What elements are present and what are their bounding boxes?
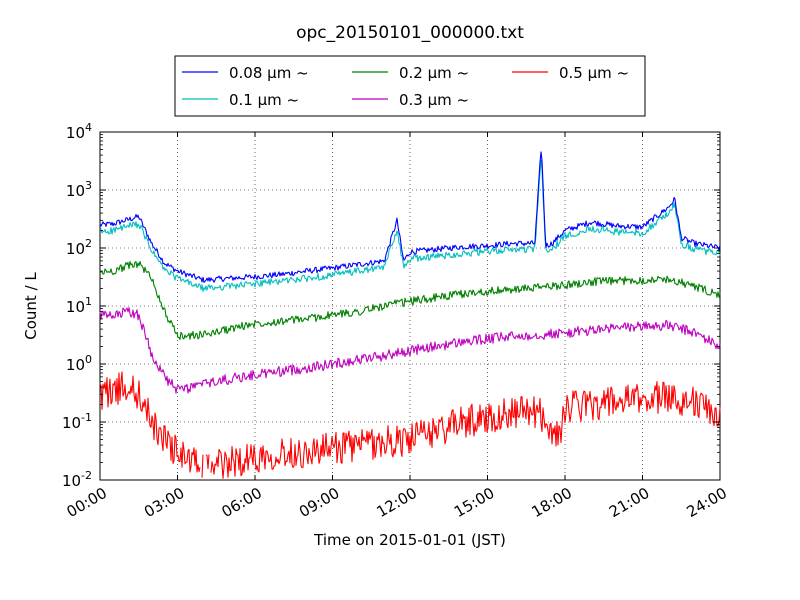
y-tick-label: 101 <box>66 295 92 316</box>
series-lines <box>99 151 721 479</box>
legend: 0.08 μm ~ 0.1 μm ~ 0.2 μm ~ 0.3 μm ~ 0.5 μm … <box>174 55 646 117</box>
series-line-1 <box>99 159 721 292</box>
y-tick-label: 10-1 <box>62 411 92 432</box>
x-tick-label: 24:00 <box>684 484 730 521</box>
legend-label-2: 0.2 μm ~ <box>399 64 469 82</box>
series-line-4 <box>99 371 721 479</box>
y-tick-label: 103 <box>66 179 92 200</box>
y-tick-label: 100 <box>66 353 92 374</box>
series-line-0 <box>99 151 721 283</box>
x-tick-label: 18:00 <box>529 484 575 521</box>
series-line-2 <box>99 260 721 340</box>
x-tick-label: 15:00 <box>451 484 497 521</box>
y-tick-label: 10-2 <box>62 469 92 490</box>
y-tick-label: 102 <box>66 237 92 258</box>
legend-box <box>174 55 646 117</box>
y-axis-label: Count / L <box>22 272 40 340</box>
plot-area: 00:00 03:00 06:00 09:00 12:00 15:00 18:00 21:00… <box>62 121 730 521</box>
x-tick-label: 12:00 <box>374 484 420 521</box>
legend-label-1: 0.1 μm ~ <box>229 91 299 109</box>
grid <box>100 132 720 480</box>
chart-title: opc_20150101_000000.txt <box>296 23 524 43</box>
series-line-3 <box>99 307 721 394</box>
legend-label-0: 0.08 μm ~ <box>229 64 309 82</box>
x-axis-label: Time on 2015-01-01 (JST) <box>313 531 506 549</box>
legend-label-3: 0.3 μm ~ <box>399 91 469 109</box>
x-tick-label: 09:00 <box>296 484 342 521</box>
x-tick-label: 21:00 <box>606 484 652 521</box>
legend-label-4: 0.5 μm ~ <box>559 64 629 82</box>
y-axis: 10-2 10-1 100 101 102 103 104 <box>62 121 720 490</box>
x-tick-label: 06:00 <box>219 484 265 521</box>
y-tick-label: 104 <box>66 121 92 142</box>
x-tick-label: 03:00 <box>141 484 187 521</box>
